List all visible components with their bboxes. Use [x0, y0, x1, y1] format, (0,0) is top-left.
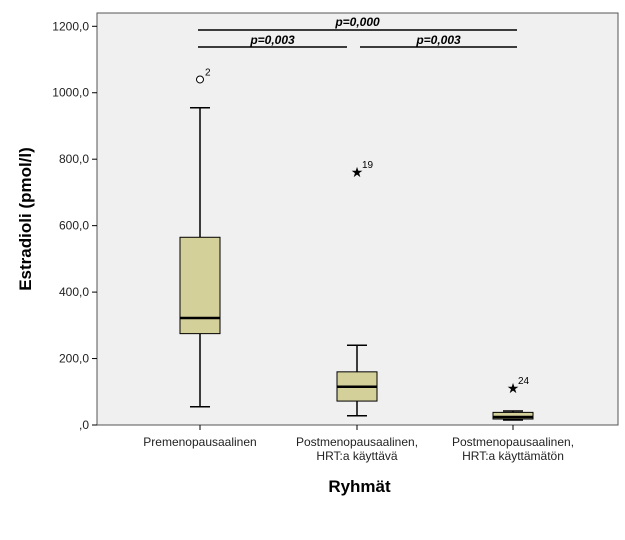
y-tick-label: 800,0 — [59, 152, 89, 166]
box-group: ★24 — [492, 376, 534, 421]
significance-bracket: p=0,000 — [198, 15, 517, 31]
y-axis: ,0 200,0 400,0 600,0 800,0 1000,0 1200,0 — [52, 19, 97, 432]
y-tick-label: 1000,0 — [52, 86, 89, 100]
x-tick-label: HRT:a käyttämätön — [462, 449, 564, 463]
box-series: 2★19★24 — [179, 67, 534, 421]
box-iqr — [492, 411, 534, 420]
y-axis-title: Estradioli (pmol/l) — [16, 147, 35, 291]
x-axis-title: Ryhmät — [328, 477, 391, 496]
y-tick-label: 200,0 — [59, 352, 89, 366]
significance-bracket: p=0,003 — [198, 33, 347, 48]
box-group: 2 — [179, 67, 221, 408]
x-tick-label: Premenopausaalinen — [143, 435, 256, 449]
y-tick-label: 1200,0 — [52, 19, 89, 33]
y-tick-label: ,0 — [79, 418, 89, 432]
significance-annotations: p=0,000 p=0,003 p=0,003 — [198, 15, 517, 48]
box-group: ★19 — [336, 160, 378, 417]
x-tick-label: HRT:a käyttävä — [316, 449, 397, 463]
outlier-label: 2 — [205, 67, 211, 78]
y-tick-label: 400,0 — [59, 285, 89, 299]
p-value-label: p=0,003 — [415, 33, 461, 47]
outlier-circle — [196, 75, 204, 84]
outlier-label: 19 — [362, 160, 374, 171]
p-value-label: p=0,003 — [249, 33, 295, 47]
x-axis: Premenopausaalinen Postmenopausaalinen,HR… — [143, 425, 574, 463]
outlier-label: 24 — [518, 376, 530, 387]
x-tick-label: Postmenopausaalinen, — [296, 435, 418, 449]
outlier-star: ★ — [507, 381, 520, 397]
x-tick-label: Postmenopausaalinen, — [452, 435, 574, 449]
y-tick-label: 600,0 — [59, 219, 89, 233]
significance-bracket: p=0,003 — [360, 33, 517, 48]
p-value-label: p=0,000 — [334, 15, 380, 29]
outlier-star: ★ — [351, 165, 364, 181]
